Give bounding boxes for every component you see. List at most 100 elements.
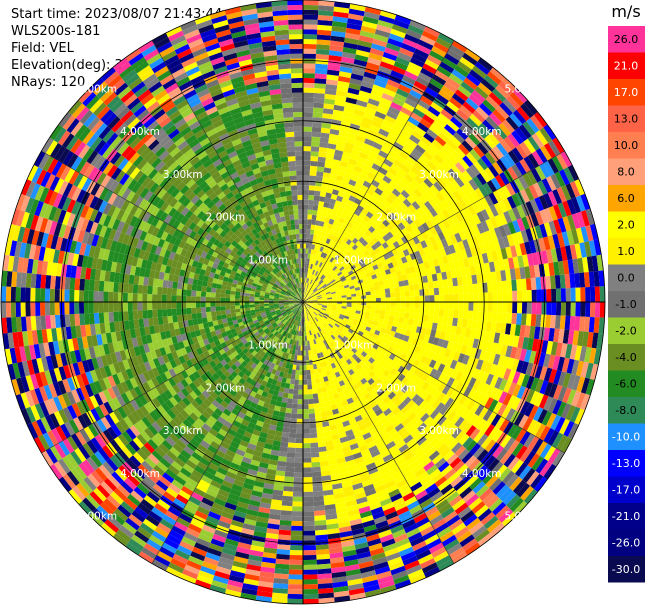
ppi-gate (379, 533, 394, 543)
ppi-gate (474, 404, 485, 417)
ppi-gate (321, 307, 327, 310)
ppi-gate (385, 83, 399, 93)
ppi-gate (333, 392, 340, 400)
ppi-gate (258, 384, 266, 391)
ppi-gate (462, 52, 478, 66)
ppi-gate (297, 394, 303, 400)
ppi-gate (446, 543, 463, 556)
ppi-gate (429, 386, 438, 397)
ppi-gate (334, 447, 344, 455)
ppi-gate (340, 415, 349, 423)
ppi-gate (179, 435, 190, 446)
ppi-gate (419, 558, 436, 569)
ppi-gate (303, 141, 312, 147)
ppi-gate (284, 320, 289, 326)
ppi-gate (462, 538, 478, 552)
ppi-gate (256, 471, 267, 479)
ppi-gate (235, 381, 243, 389)
ppi-gate (550, 341, 558, 356)
ppi-gate (514, 347, 523, 360)
ppi-gate (547, 398, 558, 413)
ppi-gate (331, 30, 346, 38)
ppi-gate (528, 350, 537, 364)
ppi-gate (188, 455, 200, 466)
ppi-gate (308, 309, 312, 315)
ppi-gate (276, 344, 281, 350)
ppi-gate (393, 574, 410, 585)
ppi-gate (248, 499, 261, 507)
ppi-gate (550, 248, 558, 263)
ppi-gate (341, 480, 353, 488)
ppi-gate (436, 240, 444, 250)
ppi-gate (282, 490, 294, 497)
ppi-gate (451, 522, 467, 535)
ppi-gate (574, 243, 583, 259)
ppi-gate (374, 377, 383, 386)
ppi-gate (327, 297, 333, 300)
ppi-gate (521, 374, 530, 388)
ppi-gate (329, 352, 335, 359)
ppi-gate (310, 447, 319, 453)
ppi-gate (356, 177, 365, 185)
ppi-gate (495, 249, 504, 261)
ppi-gate (518, 124, 532, 139)
ppi-gate (234, 404, 243, 412)
ppi-gate (417, 370, 426, 379)
ppi-gate (511, 426, 523, 440)
ppi-gate (317, 161, 326, 168)
ppi-gate (498, 467, 512, 482)
ppi-gate (485, 206, 495, 219)
ppi-gate (241, 487, 253, 495)
ppi-gate (326, 449, 336, 456)
ppi-gate (295, 438, 303, 444)
ppi-gate (413, 545, 430, 556)
ppi-gate (303, 82, 315, 88)
ppi-gate (495, 484, 510, 499)
ppi-gate (418, 347, 426, 356)
ppi-gate (303, 306, 306, 312)
ppi-gate (324, 248, 330, 255)
ppi-gate (321, 475, 332, 482)
ppi-gate (341, 297, 347, 300)
ppi-gate (519, 447, 532, 463)
ppi-gate (321, 294, 327, 297)
ppi-gate (331, 305, 337, 308)
ppi-gate (324, 333, 329, 339)
ppi-gate (369, 347, 377, 354)
ppi-gate (175, 494, 189, 505)
ppi-gate (520, 103, 534, 119)
ppi-gate (453, 285, 459, 295)
ppi-gate (428, 288, 435, 296)
ppi-gate (330, 429, 339, 436)
ppi-gate (306, 364, 311, 371)
ppi-gate (248, 554, 263, 562)
ppi-gate (313, 270, 317, 276)
ppi-gate (533, 182, 544, 197)
ppi-gate (337, 271, 343, 277)
ppi-gate (303, 160, 311, 166)
ppi-gate (511, 459, 524, 474)
ppi-gate (278, 534, 291, 541)
ppi-gate (484, 151, 497, 165)
ppi-gate (341, 544, 356, 553)
ppi-gate (320, 465, 330, 472)
ppi-gate (464, 181, 475, 194)
ppi-gate (429, 514, 444, 526)
ppi-gate (240, 592, 257, 601)
ppi-gate (486, 71, 502, 85)
ppi-gate (168, 562, 185, 574)
ppi-gate (465, 152, 478, 165)
ppi-gate (314, 519, 327, 526)
ppi-gate (289, 323, 294, 329)
ppi-gate (363, 524, 377, 533)
ppi-gate (314, 309, 320, 314)
ppi-gate (534, 378, 544, 393)
ppi-gate (383, 264, 390, 271)
ppi-gate (308, 190, 315, 196)
ppi-gate (405, 379, 414, 388)
ppi-gate (152, 483, 166, 496)
ppi-gate (361, 479, 373, 488)
ppi-gate (358, 444, 369, 453)
ppi-gate (404, 33, 420, 44)
ppi-gate (227, 492, 240, 502)
